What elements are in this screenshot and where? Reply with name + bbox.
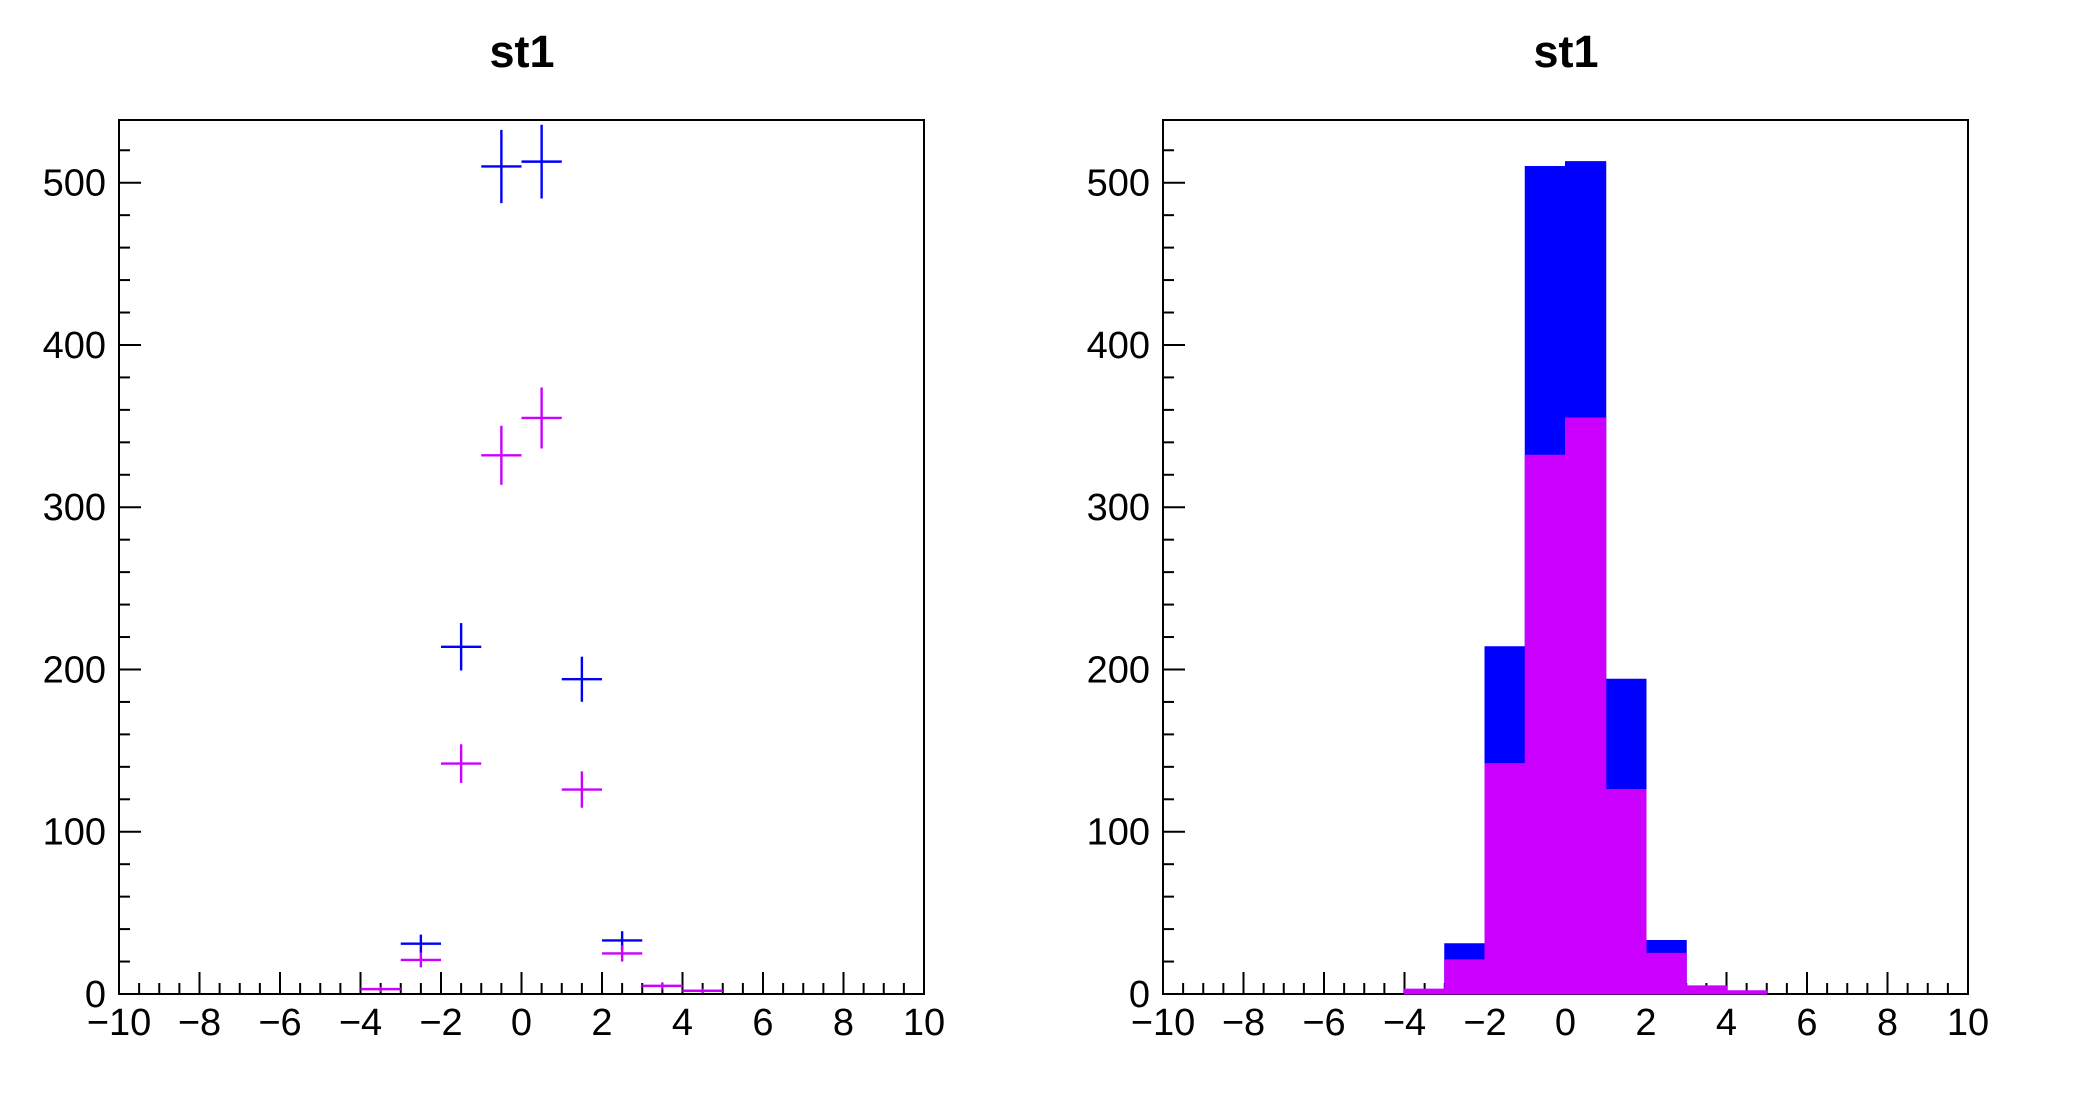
x-tick-label: 0	[511, 1002, 532, 1044]
y-tick-label: 300	[43, 487, 106, 529]
x-tick-label: −4	[339, 1002, 382, 1044]
right-pad: st1 −10 −8 −6 −4 −2 0 2 4 6 8 10 0 100 200 300 400 500	[1044, 0, 2088, 1116]
x-tick-label: 6	[752, 1002, 773, 1044]
y-axis-ticks	[1163, 149, 1185, 995]
plot-frame	[118, 119, 925, 995]
x-tick-label: 6	[1796, 1002, 1817, 1044]
y-tick-label: 300	[1087, 487, 1150, 529]
x-axis-labels: −10 −8 −6 −4 −2 0 2 4 6 8 10	[87, 1002, 945, 1044]
x-tick-label: 4	[1716, 1002, 1737, 1044]
x-tick-label: 0	[1555, 1002, 1576, 1044]
x-tick-label: −8	[1222, 1002, 1265, 1044]
x-tick-label: −6	[258, 1002, 301, 1044]
x-tick-label: −6	[1302, 1002, 1345, 1044]
y-tick-label: 100	[1087, 812, 1150, 854]
y-axis-labels: 0 100 200 300 400 500	[43, 163, 106, 1016]
y-tick-label: 0	[85, 974, 106, 1016]
y-tick-label: 400	[43, 325, 106, 367]
y-tick-label: 200	[43, 649, 106, 691]
x-tick-label: −2	[419, 1002, 462, 1044]
right-histogram-title: st1	[1533, 26, 1599, 77]
y-tick-label: 400	[1087, 325, 1150, 367]
x-tick-label: 10	[903, 1002, 945, 1044]
x-tick-label: −10	[87, 1002, 151, 1044]
y-tick-label: 200	[1087, 649, 1150, 691]
x-tick-label: 4	[672, 1002, 693, 1044]
magenta-bar-series	[1404, 417, 1768, 995]
y-tick-label: 500	[43, 163, 106, 205]
x-tick-label: −2	[1463, 1002, 1506, 1044]
x-axis-labels: −10 −8 −6 −4 −2 0 2 4 6 8 10	[1131, 1002, 1989, 1044]
y-axis-ticks	[119, 149, 141, 995]
y-tick-label: 500	[1087, 163, 1150, 205]
y-tick-label: 0	[1129, 974, 1150, 1016]
x-tick-label: 8	[833, 1002, 854, 1044]
x-tick-label: −4	[1383, 1002, 1426, 1044]
blue-errorbar-series	[400, 124, 643, 953]
x-tick-label: 10	[1947, 1002, 1989, 1044]
magenta-errorbar-series	[360, 387, 723, 994]
x-tick-label: −8	[178, 1002, 221, 1044]
left-pad: st1 −10 −8 −6 −4 −2 0 2 4 6 8 10 0 100 200 300 400 500	[43, 26, 946, 1044]
left-histogram-title: st1	[489, 26, 555, 77]
y-axis-labels: 0 100 200 300 400 500	[1087, 163, 1150, 1016]
x-tick-label: 2	[591, 1002, 612, 1044]
x-tick-label: 2	[1635, 1002, 1656, 1044]
y-tick-label: 100	[43, 812, 106, 854]
x-axis-ticks	[118, 972, 925, 994]
x-tick-label: −10	[1131, 1002, 1195, 1044]
x-tick-label: 8	[1877, 1002, 1898, 1044]
